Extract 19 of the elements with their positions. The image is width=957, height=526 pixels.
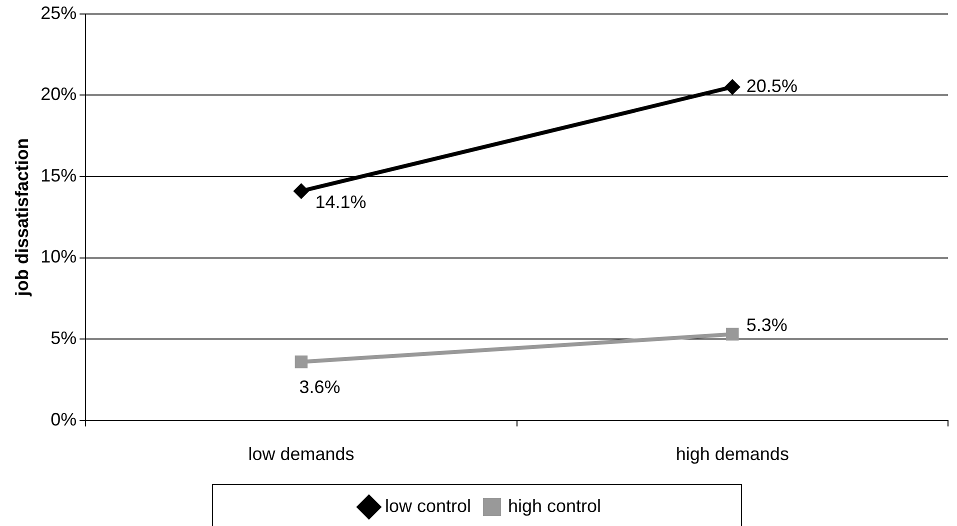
data-label: 5.3% [746, 315, 788, 336]
y-tick-label: 25% [40, 2, 77, 23]
y-tick-label: 15% [40, 165, 77, 186]
y-tick-label: 10% [40, 246, 77, 267]
data-label: 14.1% [315, 192, 366, 212]
y-tick-label: 5% [50, 328, 77, 348]
y-axis-title: job dissatisfaction [12, 138, 32, 298]
x-tick-label: high demands [676, 444, 789, 464]
x-tick-label: low demands [248, 444, 354, 464]
point [724, 78, 740, 95]
legend-label: high control [508, 496, 602, 516]
y-tick-label: 20% [40, 84, 77, 104]
point [294, 355, 308, 368]
y-tick-label: 0% [50, 409, 77, 430]
legend-label: low control [384, 496, 471, 516]
point [726, 328, 739, 341]
point [293, 183, 310, 200]
data-label: 20.5% [746, 76, 798, 96]
data-label: 3.6% [299, 376, 340, 397]
